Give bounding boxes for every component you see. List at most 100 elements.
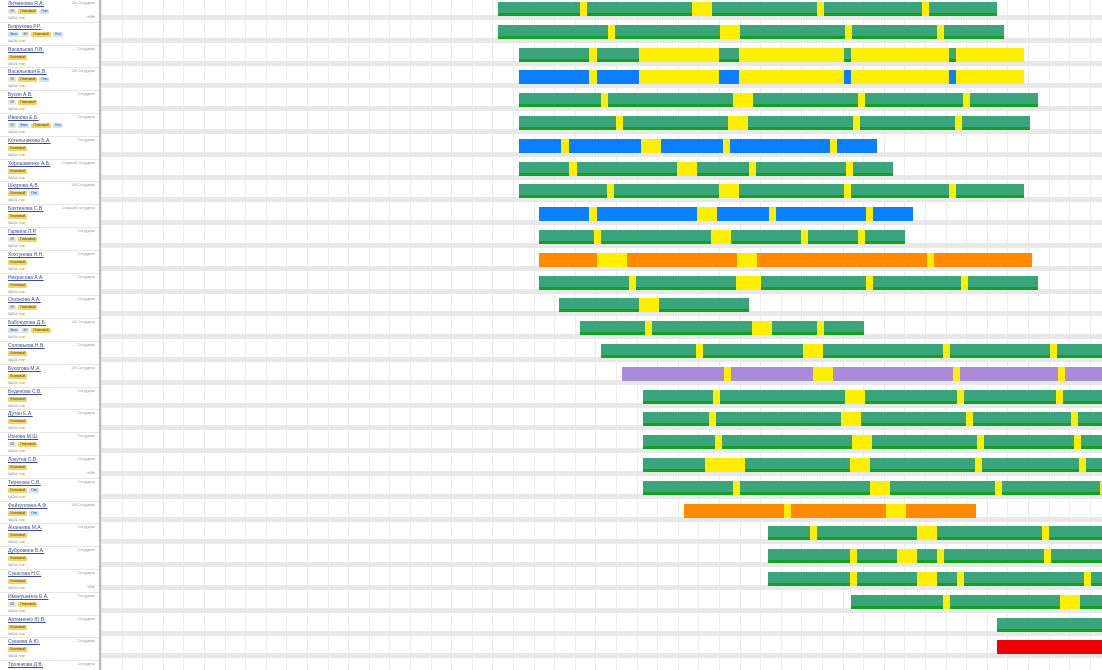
break-block[interactable] bbox=[589, 47, 597, 62]
shift-block[interactable] bbox=[973, 412, 1071, 427]
shift-block[interactable] bbox=[753, 93, 858, 108]
shift-block[interactable] bbox=[970, 93, 1038, 108]
shift-block[interactable] bbox=[865, 389, 957, 404]
shift-block[interactable] bbox=[950, 344, 1050, 358]
break-block[interactable] bbox=[1044, 549, 1051, 564]
shift-block[interactable] bbox=[559, 298, 639, 313]
shift-block[interactable] bbox=[857, 549, 897, 564]
shift-block[interactable] bbox=[808, 230, 858, 244]
break-block[interactable] bbox=[817, 2, 824, 16]
shift-block[interactable] bbox=[791, 503, 886, 518]
employee-row[interactable]: Дутан Е.А. Сотрудник Плановый ЧАСЫ план bbox=[0, 410, 99, 434]
shift-block[interactable] bbox=[949, 47, 956, 62]
employee-name-link[interactable]: Котельникова Б.А. bbox=[8, 137, 51, 144]
shift-block[interactable] bbox=[944, 24, 1004, 39]
break-block[interactable] bbox=[858, 93, 865, 108]
break-block[interactable] bbox=[692, 2, 712, 16]
shift-block[interactable] bbox=[539, 207, 589, 222]
shift-block[interactable] bbox=[661, 138, 723, 153]
break-block[interactable] bbox=[752, 321, 772, 336]
shift-block[interactable] bbox=[865, 93, 963, 108]
break-block[interactable] bbox=[955, 116, 962, 130]
break-block[interactable] bbox=[589, 207, 597, 222]
employee-name-link[interactable]: Соловьева Н.В. bbox=[8, 343, 45, 349]
shift-block[interactable] bbox=[873, 275, 961, 290]
break-block[interactable] bbox=[845, 389, 865, 404]
shift-block[interactable] bbox=[768, 526, 810, 541]
shift-block[interactable] bbox=[597, 47, 639, 62]
break-block[interactable] bbox=[639, 70, 719, 85]
shift-block[interactable] bbox=[917, 549, 937, 564]
shift-block[interactable] bbox=[1051, 549, 1102, 564]
break-block[interactable] bbox=[724, 366, 731, 381]
break-block[interactable] bbox=[813, 366, 833, 381]
break-block[interactable] bbox=[641, 138, 661, 153]
shift-block[interactable] bbox=[731, 366, 813, 381]
break-block[interactable] bbox=[957, 572, 964, 586]
employee-name-link[interactable]: Шкурова А.В. bbox=[8, 183, 40, 190]
shift-block[interactable] bbox=[697, 161, 749, 176]
break-block[interactable] bbox=[561, 138, 569, 153]
employee-row[interactable]: Оскокова А.А. Сотрудник ЗП Плановый ЧАСЫ пла… bbox=[0, 296, 99, 320]
shift-block[interactable] bbox=[519, 184, 607, 199]
employee-name-link[interactable]: Букатова М.А. bbox=[8, 365, 41, 372]
break-block[interactable] bbox=[897, 549, 917, 564]
shift-block[interactable] bbox=[956, 184, 1024, 199]
shift-block[interactable] bbox=[1080, 594, 1102, 609]
shift-block[interactable] bbox=[539, 230, 594, 244]
shift-block[interactable] bbox=[1049, 526, 1102, 541]
shift-block[interactable] bbox=[929, 2, 997, 16]
shift-block[interactable] bbox=[823, 344, 943, 358]
shift-block[interactable] bbox=[851, 184, 949, 199]
break-block[interactable] bbox=[957, 389, 964, 404]
shift-block[interactable] bbox=[519, 116, 616, 130]
shift-block[interactable] bbox=[776, 207, 866, 222]
employee-name-link[interactable]: Артеменко Ю.В. bbox=[8, 616, 46, 623]
break-block[interactable] bbox=[870, 480, 890, 495]
break-block[interactable] bbox=[866, 275, 873, 290]
shift-block[interactable] bbox=[597, 70, 639, 85]
shift-block[interactable] bbox=[539, 252, 597, 267]
shift-block[interactable] bbox=[757, 252, 927, 267]
break-block[interactable] bbox=[975, 458, 982, 472]
shift-block[interactable] bbox=[861, 412, 966, 427]
break-block[interactable] bbox=[852, 435, 872, 450]
shift-block[interactable] bbox=[627, 252, 737, 267]
shift-block[interactable] bbox=[851, 594, 943, 609]
shift-block[interactable] bbox=[720, 389, 845, 404]
shift-block[interactable] bbox=[519, 138, 561, 153]
break-block[interactable] bbox=[801, 230, 808, 244]
break-block[interactable] bbox=[850, 458, 870, 472]
shift-block[interactable] bbox=[982, 458, 1079, 472]
employee-row[interactable]: Терехова С.В. Сотрудник Плановый Плн ЧАСЫ пл… bbox=[0, 479, 99, 502]
employee-row[interactable]: Котельникова Б.А. Сотрудник Плановый ЧАСЫ п… bbox=[0, 137, 99, 160]
employee-row[interactable]: Соловьева Н.В. Сотрудник Плановый ЧАСЫ план bbox=[0, 342, 99, 365]
shift-block[interactable] bbox=[872, 435, 977, 450]
break-block[interactable] bbox=[850, 572, 857, 586]
employee-name-link[interactable]: Троянкова Д.В. bbox=[8, 662, 44, 669]
shift-block[interactable] bbox=[960, 366, 1058, 381]
employee-row[interactable]: Хохтунова Н.Н. Сотрудник Плановый ЧАСЫ план bbox=[0, 251, 99, 274]
shift-block[interactable] bbox=[498, 2, 580, 16]
break-block[interactable] bbox=[713, 389, 720, 404]
shift-block[interactable] bbox=[997, 617, 1102, 632]
shift-block[interactable] bbox=[844, 47, 851, 62]
shift-block[interactable] bbox=[844, 70, 851, 85]
break-block[interactable] bbox=[589, 70, 597, 85]
break-block[interactable] bbox=[956, 47, 1024, 62]
employee-name-link[interactable]: Ананьева М.А. bbox=[8, 525, 43, 532]
shift-block[interactable] bbox=[643, 458, 705, 472]
shift-block[interactable] bbox=[643, 480, 733, 495]
shift-block[interactable] bbox=[740, 24, 845, 39]
shift-block[interactable] bbox=[857, 572, 917, 586]
shift-block[interactable] bbox=[853, 161, 893, 176]
break-block[interactable] bbox=[739, 47, 844, 62]
shift-block[interactable] bbox=[748, 116, 853, 130]
break-block[interactable] bbox=[749, 161, 756, 176]
shift-block[interactable] bbox=[870, 458, 975, 472]
employee-row[interactable]: Некрасова А.А. Сотрудник Плановый ЧАСЫ план bbox=[0, 274, 99, 297]
break-block[interactable] bbox=[937, 549, 944, 564]
employee-row[interactable]: Бахтинова С.В. Старший сотрудник Плановый Ч… bbox=[0, 205, 99, 228]
shift-block[interactable] bbox=[659, 298, 749, 313]
